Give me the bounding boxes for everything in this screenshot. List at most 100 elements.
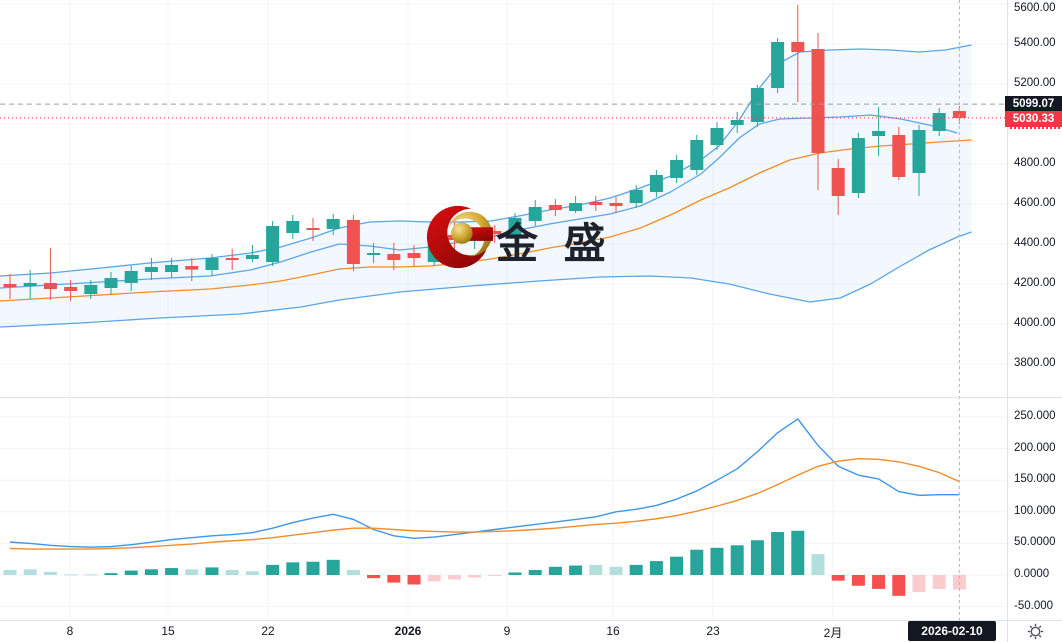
date-badge: 2026-02-10 (908, 621, 996, 641)
macd-histogram-bar (286, 562, 300, 575)
macd-histogram-bar (589, 564, 603, 575)
time-axis[interactable]: 8 15 22 2026 9 16 23 2月 (0, 621, 1007, 642)
axis-tick-label: 5600.00 (1014, 2, 1056, 14)
macd-histogram-bar (104, 573, 118, 575)
macd-histogram-bar (427, 575, 441, 582)
candle-body (851, 138, 865, 193)
macd-histogram-bar (43, 571, 57, 575)
candle-body (3, 284, 17, 287)
axis-tick-label: 150.000 (1014, 473, 1056, 486)
macd-histogram-bar (326, 559, 340, 575)
macd-histogram-bar (811, 554, 825, 575)
candle-body (690, 140, 704, 170)
basis-ma-line (0, 139, 972, 302)
macd-histogram-bar (912, 575, 926, 593)
candle-body (670, 160, 684, 178)
macd-histogram-bar (124, 570, 138, 575)
axis-tick-label: 4600.00 (1014, 197, 1056, 209)
axis-tick-label: 4000.00 (1014, 317, 1056, 329)
price-line-badge-black: 5099.07 (1005, 96, 1062, 113)
candle-body (286, 221, 300, 233)
time-tick-label: 22 (261, 624, 275, 638)
macd-histogram-bar (205, 567, 219, 575)
candle-body (104, 278, 118, 288)
candle-body (165, 265, 179, 272)
macd-histogram-bar (851, 575, 865, 586)
macd-histogram-bar (3, 569, 17, 575)
candle-body (144, 267, 158, 272)
macd-histogram-bar (528, 569, 542, 575)
candle-body (64, 287, 78, 291)
macd-histogram-bar (367, 575, 381, 579)
macd-histogram-bar (831, 575, 845, 581)
macd-histogram-bar (932, 575, 946, 589)
macd-histogram-bar (387, 575, 401, 583)
macd-histogram-bar (649, 561, 663, 575)
candle-body (932, 113, 946, 131)
candle-body (326, 219, 340, 229)
axis-tick-label: 4200.00 (1014, 277, 1056, 289)
candle-body (771, 42, 785, 88)
candle-body (387, 254, 401, 260)
time-tick-label: 23 (706, 624, 720, 638)
candle-body (468, 232, 482, 239)
macd-histogram-bar (569, 565, 583, 575)
candle-body (407, 253, 421, 258)
axis-tick-label: 5400.00 (1014, 37, 1056, 49)
fast-ma-line (0, 114, 958, 289)
macd-histogram-bar (791, 530, 805, 575)
macd-histogram-bar (548, 566, 562, 575)
macd-histogram-bar (64, 574, 78, 576)
macd-histogram-bar (629, 564, 643, 575)
macd-histogram-bar (165, 568, 179, 575)
macd-histogram-bar (730, 545, 744, 575)
macd-histogram-bar (23, 569, 37, 575)
candle-body (710, 128, 724, 145)
macd-line (9, 418, 960, 548)
macd-histogram-bar (407, 575, 421, 585)
candle-body (528, 207, 542, 221)
macd-histogram-bar (245, 571, 259, 575)
axis-tick-label: 3800.00 (1014, 357, 1056, 369)
macd-histogram-bar (670, 556, 684, 575)
macd-histogram-bar (750, 540, 764, 575)
macd-histogram-bar (346, 569, 360, 575)
panel-separator[interactable] (0, 397, 1062, 398)
time-tick-label: 9 (503, 624, 511, 638)
candle-body (912, 130, 926, 173)
last-price-badge-dotted-strip (1010, 126, 1060, 129)
last-price-badge: 5030.33 (1005, 110, 1062, 127)
candle-body (609, 203, 623, 206)
candle-body (124, 271, 138, 283)
axis-tick-label: 200.000 (1014, 441, 1056, 454)
candle-body (185, 266, 199, 270)
main-chart[interactable] (0, 0, 1007, 620)
axis-tick-label: 250.000 (1014, 410, 1056, 422)
candle-body (629, 190, 643, 203)
settings-gear-icon[interactable] (1027, 623, 1044, 640)
candle-body (831, 168, 845, 196)
candle-body (23, 283, 37, 286)
axis-tick-label: 100.000 (1014, 504, 1056, 517)
axis-tick-label: 5200.00 (1014, 77, 1056, 89)
candle-body (447, 235, 461, 240)
macd-histogram-bar (771, 532, 785, 575)
candle-body (245, 255, 259, 259)
macd-histogram-bar (488, 575, 502, 576)
macd-histogram-bar (690, 549, 704, 575)
candle-body (43, 283, 57, 289)
macd-histogram-bar (266, 564, 280, 575)
time-tick-label: 8 (66, 624, 74, 638)
macd-histogram-bar (185, 569, 199, 575)
axis-tick-label: 4400.00 (1014, 237, 1056, 249)
axis-tick-label: 50.0000 (1014, 536, 1056, 549)
macd-histogram-bar (872, 575, 886, 589)
candle-body (811, 49, 825, 153)
macd-histogram-bar (508, 572, 522, 575)
bollinger-band-fill (0, 45, 972, 327)
candle-body (548, 205, 562, 210)
time-axis-separator (0, 620, 1062, 621)
candle-body (205, 258, 219, 270)
price-axis[interactable]: 5099.07 5030.33 5600.00 5400.00 5200.00 480… (1005, 0, 1062, 620)
